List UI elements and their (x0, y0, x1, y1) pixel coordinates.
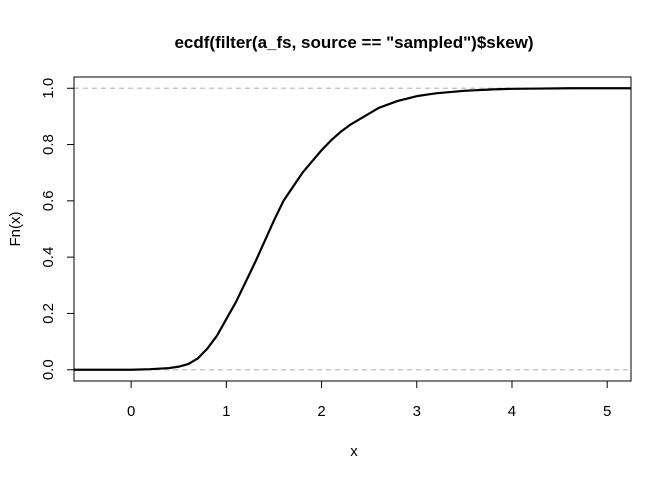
y-tick-label: 1.0 (40, 78, 57, 99)
y-tick-label: 0.4 (40, 247, 57, 268)
y-axis: 0.0 0.2 0.4 0.6 0.8 1.0 (40, 78, 75, 380)
x-tick-label: 5 (603, 403, 611, 420)
x-axis-label: x (350, 443, 358, 460)
y-tick-label: 0.0 (40, 359, 57, 380)
y-tick-label: 0.8 (40, 134, 57, 155)
y-tick-label: 0.2 (40, 303, 57, 324)
x-tick-label: 2 (317, 403, 325, 420)
x-tick-label: 3 (413, 403, 421, 420)
x-tick-label: 0 (127, 403, 135, 420)
x-axis: 0 1 2 3 4 5 (127, 380, 611, 420)
y-axis-label: Fn(x) (7, 212, 24, 247)
y-tick-label: 0.6 (40, 190, 57, 211)
x-tick-label: 4 (508, 403, 516, 420)
x-tick-label: 1 (222, 403, 230, 420)
ecdf-line (74, 87, 631, 371)
chart-title: ecdf(filter(a_fs, source == "sampled")$s… (174, 33, 533, 52)
reference-lines (74, 87, 631, 371)
